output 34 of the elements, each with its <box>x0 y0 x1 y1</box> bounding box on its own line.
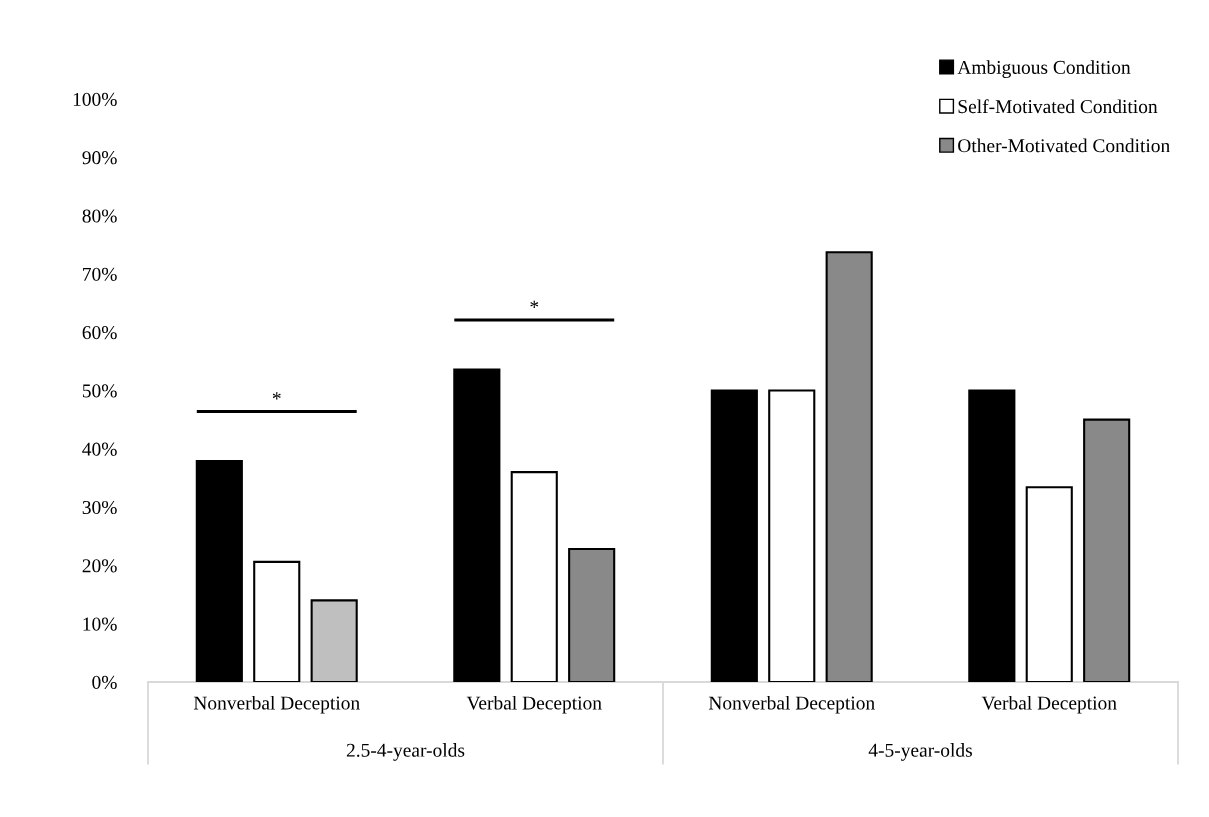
bar <box>195 460 243 682</box>
y-tick-label: 30% <box>82 500 117 515</box>
bar <box>1025 486 1073 682</box>
y-tick-label: 100% <box>73 92 117 106</box>
y-tick-label: 10% <box>83 617 117 631</box>
bar <box>1083 418 1131 682</box>
x-tick-label: Verbal Deception <box>466 695 602 714</box>
bar <box>253 560 301 682</box>
bar <box>568 548 616 682</box>
legend-label: Other-Motivated Condition <box>958 138 1170 153</box>
y-tick-label: 80% <box>82 209 117 223</box>
x-tick-label: Nonverbal Deception <box>193 695 360 714</box>
bar <box>768 389 816 682</box>
legend-label: Self-Motivated Condition <box>958 99 1158 114</box>
bar <box>453 368 501 682</box>
y-tick-label: 90% <box>82 151 117 165</box>
y-tick-label: 20% <box>82 559 117 573</box>
legend-label: Ambiguous Condition <box>957 60 1131 78</box>
annotation: * <box>272 392 281 400</box>
y-tick-label: 40% <box>82 442 117 456</box>
annotation: * <box>530 300 539 308</box>
y-tick-label: 50% <box>82 384 117 398</box>
text: 2.5-4-year-olds <box>346 743 465 761</box>
text: 4-5-year-olds <box>868 743 972 761</box>
bar <box>825 251 873 682</box>
bar <box>710 389 758 682</box>
bar <box>310 599 358 682</box>
x-tick-label: Nonverbal Deception <box>708 695 875 714</box>
y-tick-label: 70% <box>83 267 117 281</box>
y-tick-label: 60% <box>82 326 117 340</box>
x-tick-label: Verbal Deception <box>981 695 1117 714</box>
bar <box>510 471 558 682</box>
y-tick-label: 0% <box>92 675 117 689</box>
bar <box>968 389 1016 682</box>
